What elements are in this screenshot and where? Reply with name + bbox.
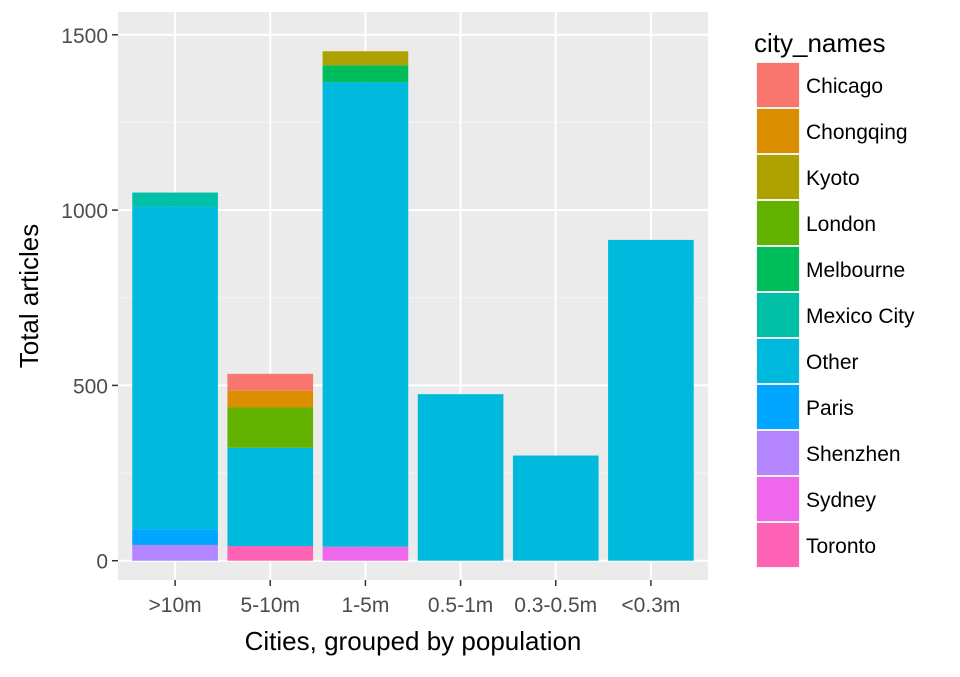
- x-tick-label: 5-10m: [240, 594, 300, 617]
- legend-label: Chicago: [806, 75, 883, 98]
- bar-segment-other: [322, 82, 409, 547]
- y-tick-label: 0: [96, 551, 108, 574]
- legend-label: Kyoto: [806, 167, 860, 190]
- legend-swatch-shenzhen: [757, 431, 799, 475]
- legend-label: Mexico City: [806, 305, 915, 328]
- bar-segment-london: [227, 407, 314, 448]
- bars-group: [132, 51, 694, 561]
- legend-label: Paris: [806, 397, 854, 420]
- y-tick-label: 500: [73, 375, 108, 398]
- y-tick-label: 1000: [61, 200, 108, 223]
- legend-label: Chongqing: [806, 121, 908, 144]
- bar-segment-chongqing: [227, 390, 314, 408]
- legend-swatch-kyoto: [757, 155, 799, 199]
- bar-segment-mexico-city: [132, 192, 218, 207]
- legend-label: Sydney: [806, 489, 877, 512]
- bar-segment-other: [608, 239, 694, 561]
- x-tick-label: <0.3m: [621, 594, 680, 617]
- bar-segment-chicago: [227, 373, 314, 391]
- legend-title: city_names: [754, 28, 886, 58]
- x-tick-label: 0.3-0.5m: [514, 594, 597, 617]
- legend-label: Other: [806, 351, 859, 374]
- legend-label: Shenzhen: [806, 443, 901, 466]
- bar-segment-melbourne: [322, 65, 409, 83]
- legend-swatch-paris: [757, 385, 799, 429]
- bar-segment-other: [132, 206, 218, 530]
- bar-segment-toronto: [227, 545, 314, 561]
- x-axis-label: Cities, grouped by population: [245, 626, 582, 656]
- legend-label: Melbourne: [806, 259, 905, 282]
- x-tick-label: 1-5m: [341, 594, 389, 617]
- bar-segment-other: [512, 455, 599, 561]
- x-axis: >10m 5-10m 1-5m 0.5-1m 0.3-0.5m <0.3m: [149, 580, 680, 617]
- legend-swatch-sydney: [757, 477, 799, 521]
- bar-segment-other: [417, 394, 504, 561]
- y-tick-label: 1500: [61, 25, 108, 48]
- x-tick-label: 0.5-1m: [428, 594, 493, 617]
- x-tick-label: >10m: [149, 594, 202, 617]
- bar-segment-shenzhen: [132, 544, 218, 561]
- legend-swatch-toronto: [757, 523, 799, 567]
- y-axis: 0 500 1000 1500: [61, 25, 118, 574]
- bar-segment-paris: [132, 529, 218, 545]
- legend-swatch-melbourne: [757, 247, 799, 291]
- legend-swatch-mexico-city: [757, 293, 799, 337]
- bar-segment-kyoto: [322, 51, 409, 66]
- bar-segment-sydney: [322, 546, 409, 561]
- bar-segment-other: [227, 447, 314, 546]
- legend-swatch-london: [757, 201, 799, 245]
- y-axis-label: Total articles: [14, 224, 44, 369]
- legend-swatch-other: [757, 339, 799, 383]
- legend-swatch-chongqing: [757, 109, 799, 153]
- legend-label: London: [806, 213, 876, 236]
- legend-swatch-chicago: [757, 63, 799, 107]
- legend: city_names Chicago Chongqing Kyoto London Me…: [754, 28, 915, 568]
- legend-label: Toronto: [806, 535, 876, 558]
